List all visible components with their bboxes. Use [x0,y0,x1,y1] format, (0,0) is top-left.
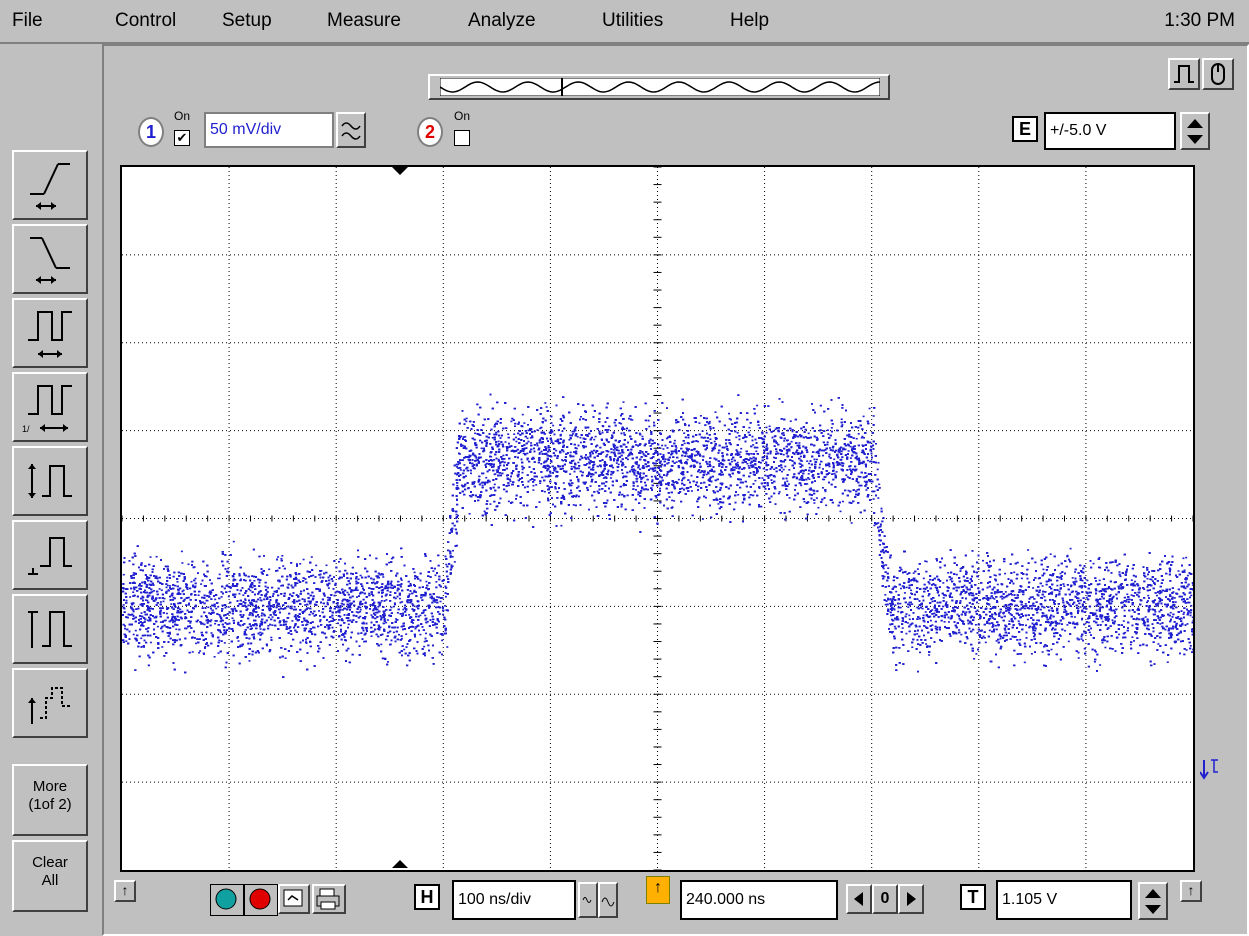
channel-2-on-checkbox[interactable] [454,130,470,146]
menu-control[interactable]: Control [115,10,176,32]
mouse-icon [1211,63,1225,85]
period-button[interactable] [12,298,88,368]
time-zoom-out-button[interactable] [598,882,618,918]
trigger-position-top-marker [392,167,408,175]
vpp-icon [28,464,72,498]
channel-1-badge[interactable]: 1 [138,117,164,147]
run-button[interactable] [210,884,244,916]
delay-reference-icon: ↑ [646,876,670,904]
trigger-spin-up-icon [1145,889,1161,898]
h-button[interactable]: H [414,884,440,910]
bottom-left-marker-button[interactable]: ↑ [114,880,136,902]
channel-1-coupling-button[interactable] [336,112,366,148]
memory-overview-bar[interactable] [428,74,890,100]
vavg-icon [28,687,72,724]
spin-up-icon [1187,119,1203,128]
fall-time-icon [30,237,70,284]
vmax-icon [28,611,72,648]
t-button[interactable]: T [960,884,986,910]
pulse-mode-button[interactable] [1168,58,1200,90]
marker-right-icon: ↑ [1188,882,1195,898]
vmax-button[interactable] [12,594,88,664]
channel-2-on-label: On [454,110,470,122]
time-zoom-in-button[interactable] [578,882,598,918]
clear-label: Clear [14,854,86,872]
channel-1-on-checkbox[interactable]: ✔ [174,130,190,146]
menu-measure[interactable]: Measure [327,10,401,32]
spin-down-icon [1187,135,1203,144]
single-shot-icon [283,889,303,907]
zoom-in-wave-icon [582,897,592,903]
check-icon: ✔ [177,130,188,145]
period-icon [28,311,72,358]
menu-help[interactable]: Help [730,10,769,32]
run-circle-icon [215,888,237,910]
rise-time-button[interactable] [12,150,88,220]
frequency-icon: 1/ [22,385,72,434]
printer-icon [316,888,340,910]
channel-1-on-label: On [174,110,190,122]
horizontal-delay-field[interactable]: 240.000 ns [680,880,838,920]
channel-1-scale-field[interactable]: 50 mV/div [204,112,334,148]
trigger-position-bottom-marker [392,860,408,868]
clear-all-button[interactable]: Clear All [12,840,88,912]
vmin-icon [28,537,72,575]
zoom-out-wave-icon [601,897,615,907]
triangle-right-icon [907,892,916,906]
channel-2-badge[interactable]: 2 [417,117,443,147]
svg-text:1/: 1/ [22,424,30,434]
triangle-left-icon [854,892,863,906]
single-button[interactable] [278,884,310,914]
waveform-display[interactable] [120,165,1195,872]
stop-button[interactable] [244,884,278,916]
e-range-spinner[interactable] [1180,112,1210,150]
trigger-spin-down-icon [1145,905,1161,914]
frequency-button[interactable]: 1/ [12,372,88,442]
coupling-icon [341,122,361,140]
menu-analyze[interactable]: Analyze [468,10,536,32]
stop-circle-icon [249,888,271,910]
all-label: All [14,872,86,890]
pulse-icon [1174,65,1194,83]
horizontal-scale-field[interactable]: 100 ns/div [452,880,576,920]
delay-right-button[interactable] [898,884,924,914]
clock: 1:30 PM [1164,10,1235,32]
menu-file[interactable]: File [12,10,43,32]
menu-bar: File Control Setup Measure Analyze Utili… [0,0,1249,44]
vavg-button[interactable] [12,668,88,738]
print-button[interactable] [312,884,346,914]
rise-time-icon [30,163,70,210]
menu-setup[interactable]: Setup [222,10,272,32]
e-range-field[interactable]: +/-5.0 V [1044,112,1176,150]
measurement-toolbar: 1/ More (1of 2) Clear All [0,44,100,936]
peak-to-peak-button[interactable] [12,446,88,516]
vmin-button[interactable] [12,520,88,590]
memory-overview-icon [440,78,880,96]
delay-zero-button[interactable]: 0 [872,884,898,914]
trigger-level-spinner[interactable] [1138,882,1168,920]
more-button[interactable]: More (1of 2) [12,764,88,836]
trigger-level-field[interactable]: 1.105 V [996,880,1132,920]
waveform-trace [122,393,1195,678]
menu-utilities[interactable]: Utilities [602,10,663,32]
mouse-mode-button[interactable] [1202,58,1234,90]
bottom-right-marker-button[interactable]: ↑ [1180,880,1202,902]
e-button[interactable]: E [1012,116,1038,142]
fall-time-button[interactable] [12,224,88,294]
delay-left-button[interactable] [846,884,872,914]
trigger-level-icon [1200,759,1218,780]
marker-icon: ↑ [122,882,129,898]
more-label: More [14,778,86,796]
more-page-label: (1of 2) [14,796,86,814]
waveform-svg [121,166,1195,871]
